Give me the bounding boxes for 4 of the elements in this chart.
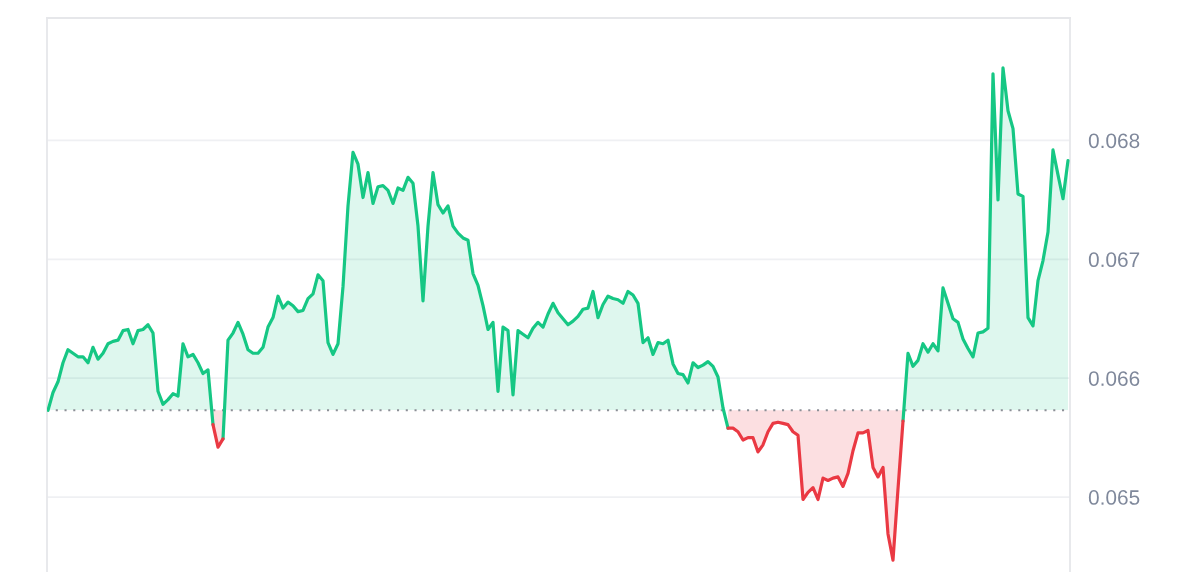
y-tick-label: 0.065 (1088, 490, 1140, 505)
y-tick-label: 0.067 (1088, 252, 1140, 268)
y-tick-label: 0.068 (1088, 133, 1140, 149)
y-tick-label: 0.066 (1088, 371, 1140, 386)
